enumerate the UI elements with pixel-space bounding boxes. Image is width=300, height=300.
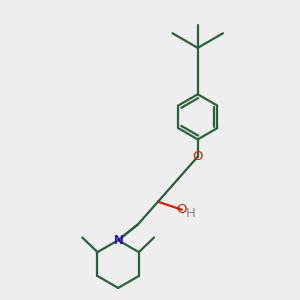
- Text: H: H: [186, 207, 196, 220]
- Text: N: N: [113, 234, 123, 247]
- Text: N: N: [113, 234, 123, 247]
- Text: O: O: [193, 150, 203, 163]
- Text: O: O: [177, 203, 187, 216]
